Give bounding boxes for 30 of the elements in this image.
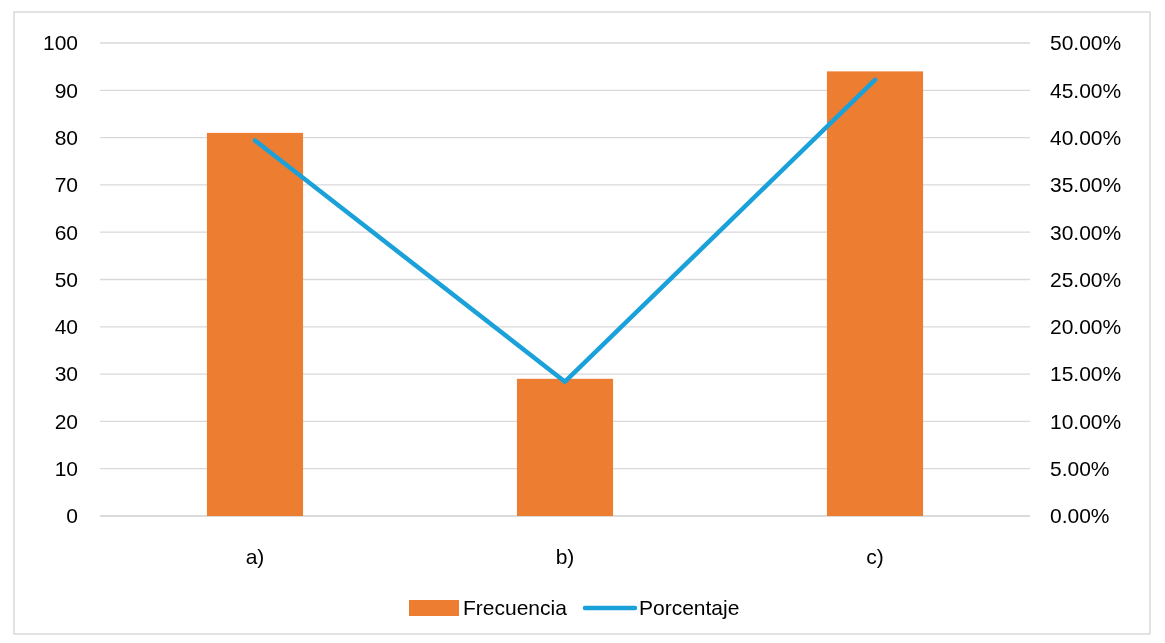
y2-tick-label: 50.00% <box>1050 31 1122 55</box>
bar <box>206 132 304 516</box>
y-tick-label: 30 <box>54 362 78 386</box>
y2-tick-label: 25.00% <box>1050 267 1122 291</box>
y-tick-label: 10 <box>54 457 78 481</box>
y-tick-label: 0 <box>66 504 78 528</box>
legend-label: Porcentaje <box>639 596 740 620</box>
bar <box>826 71 924 516</box>
y-tick-label: 40 <box>54 315 78 339</box>
y-tick-label: 20 <box>54 409 78 433</box>
legend-label: Frecuencia <box>463 596 568 620</box>
y2-tick-label: 35.00% <box>1050 173 1122 197</box>
y-tick-label: 90 <box>54 78 78 102</box>
y2-tick-label: 40.00% <box>1050 125 1122 149</box>
y-tick-label: 100 <box>42 31 78 55</box>
y-tick-label: 80 <box>54 125 78 149</box>
y2-tick-label: 45.00% <box>1050 78 1122 102</box>
y-tick-label: 50 <box>54 267 78 291</box>
y2-tick-label: 10.00% <box>1050 409 1122 433</box>
y2-tick-label: 30.00% <box>1050 220 1122 244</box>
y2-tick-label: 5.00% <box>1050 457 1110 481</box>
y-tick-label: 70 <box>54 173 78 197</box>
y2-tick-label: 15.00% <box>1050 362 1122 386</box>
x-tick-label: b) <box>555 545 575 569</box>
x-tick-label: c) <box>866 545 884 569</box>
y-tick-label: 60 <box>54 220 78 244</box>
y2-tick-label: 20.00% <box>1050 315 1122 339</box>
x-tick-label: a) <box>245 545 265 569</box>
bar <box>516 378 614 516</box>
y2-tick-label: 0.00% <box>1050 504 1110 528</box>
